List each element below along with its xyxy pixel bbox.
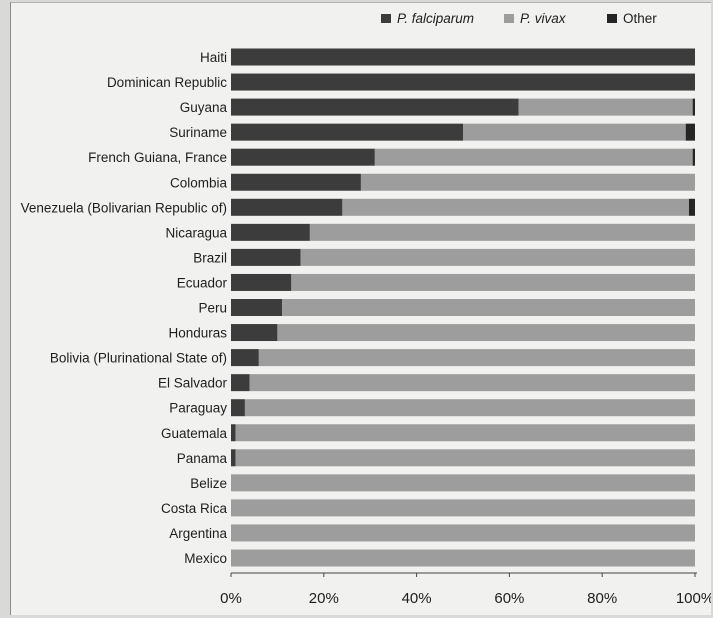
bar-suriname-p-falciparum [231, 123, 463, 141]
x-tick-label-2: 40% [402, 590, 432, 607]
bar-argentina-p-vivax [231, 524, 695, 542]
bar-venezuela-bolivarian-republic-of-p-vivax [342, 198, 689, 216]
category-label-venezuela-bolivarian-republic-of: Venezuela (Bolivarian Republic of) [21, 200, 227, 215]
bar-brazil-p-vivax [300, 248, 695, 266]
category-label-peru: Peru [198, 301, 227, 316]
category-label-costa-rica: Costa Rica [161, 501, 228, 516]
category-label-ecuador: Ecuador [177, 275, 228, 290]
bar-venezuela-bolivarian-republic-of-p-falciparum [231, 198, 343, 216]
bar-peru-p-falciparum [231, 299, 283, 316]
bar-mexico-p-vivax [231, 549, 695, 567]
x-tick-label-3: 60% [494, 590, 524, 607]
category-label-paraguay: Paraguay [169, 401, 227, 416]
category-label-french-guiana-france: French Guiana, France [88, 150, 227, 165]
bar-colombia-p-vivax [360, 173, 695, 191]
category-label-colombia: Colombia [170, 175, 228, 190]
bar-panama-p-vivax [235, 449, 695, 467]
category-label-bolivia-plurinational-state-of: Bolivia (Plurinational State of) [50, 351, 227, 366]
category-label-argentina: Argentina [169, 526, 227, 541]
category-label-honduras: Honduras [168, 326, 227, 341]
bar-haiti-p-falciparum [231, 48, 695, 66]
chart-frame: P. falciparum P. vivax Other Haiti Dominica… [10, 2, 711, 615]
bar-paraguay-p-vivax [244, 399, 696, 417]
bar-bolivia-plurinational-state-of-p-falciparum [231, 349, 259, 367]
bar-ecuador-p-vivax [291, 273, 695, 291]
legend-label-p-vivax: P. vivax [520, 11, 567, 26]
bar-peru-p-vivax [282, 299, 695, 316]
bar-dominican-republic-p-falciparum [231, 73, 695, 91]
stacked-bar-chart: P. falciparum P. vivax Other Haiti Dominica… [21, 11, 711, 607]
x-tick-label-4: 80% [587, 590, 617, 607]
bar-guatemala-p-vivax [235, 424, 695, 442]
bar-belize-p-vivax [231, 474, 695, 492]
category-label-belize: Belize [190, 476, 227, 491]
bar-brazil-p-falciparum [231, 248, 301, 266]
category-label-dominican-republic: Dominican Republic [107, 75, 227, 90]
bar-guatemala-p-falciparum [231, 424, 236, 442]
bar-panama-p-falciparum [231, 449, 236, 467]
legend-label-other: Other [623, 11, 657, 26]
bar-honduras-p-falciparum [231, 324, 278, 342]
bar-venezuela-bolivarian-republic-of-other [688, 198, 695, 216]
legend-swatch-other [607, 14, 617, 23]
bars [231, 48, 696, 567]
bar-french-guiana-france-p-falciparum [231, 148, 375, 166]
legend-swatch-p-vivax [504, 14, 514, 23]
legend: P. falciparum P. vivax Other [381, 11, 657, 26]
bar-french-guiana-france-p-vivax [374, 148, 693, 166]
bar-colombia-p-falciparum [231, 173, 361, 191]
bar-el-salvador-p-vivax [249, 374, 695, 392]
x-tick-label-0: 0% [220, 590, 242, 607]
bar-paraguay-p-falciparum [231, 399, 245, 417]
category-label-guatemala: Guatemala [161, 426, 228, 441]
bar-guyana-other [692, 98, 695, 116]
bar-guyana-p-vivax [518, 98, 693, 116]
category-label-nicaragua: Nicaragua [165, 225, 227, 240]
category-label-haiti: Haiti [200, 50, 227, 65]
bar-el-salvador-p-falciparum [231, 374, 250, 392]
bar-suriname-p-vivax [463, 123, 686, 141]
bar-nicaragua-p-falciparum [231, 223, 310, 241]
bar-bolivia-plurinational-state-of-p-vivax [258, 349, 695, 367]
x-tick-label-1: 20% [309, 590, 339, 607]
bar-ecuador-p-falciparum [231, 273, 292, 291]
category-label-suriname: Suriname [169, 125, 227, 140]
category-label-mexico: Mexico [184, 551, 227, 566]
x-tick-label-5: 100% [676, 590, 711, 607]
bar-french-guiana-france-other [692, 148, 695, 166]
legend-label-p-falciparum: P. falciparum [397, 11, 474, 26]
x-axis-ticks: 0% 20% 40% 60% 80% 100% [220, 573, 711, 607]
bar-honduras-p-vivax [277, 324, 695, 342]
bar-guyana-p-falciparum [231, 98, 519, 116]
category-labels: Haiti Dominican Republic Guyana Suriname Fre… [21, 50, 228, 566]
bar-costa-rica-p-vivax [231, 499, 695, 517]
legend-swatch-p-falciparum [381, 14, 391, 23]
bar-nicaragua-p-vivax [309, 223, 695, 241]
bar-suriname-other [685, 123, 695, 141]
category-label-brazil: Brazil [193, 250, 227, 265]
category-label-panama: Panama [177, 451, 228, 466]
category-label-el-salvador: El Salvador [158, 376, 228, 391]
category-label-guyana: Guyana [180, 100, 228, 115]
